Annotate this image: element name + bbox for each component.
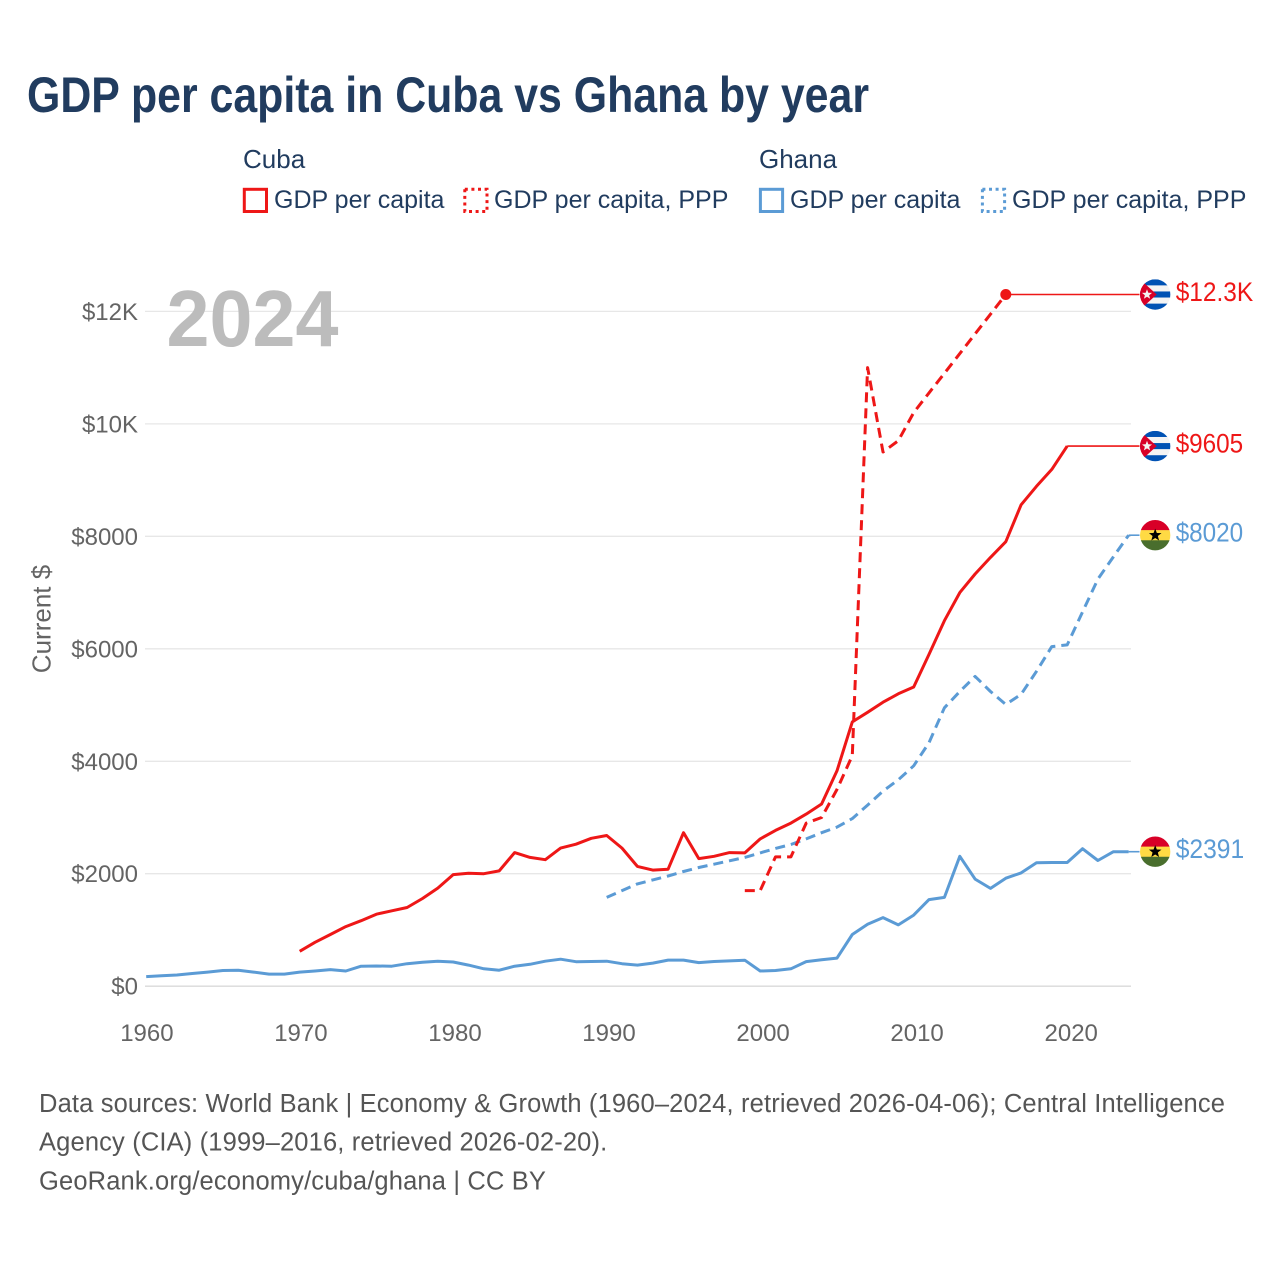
svg-text:$8020: $8020 — [1176, 518, 1244, 548]
svg-text:Cuba: Cuba — [243, 144, 306, 174]
svg-text:$6000: $6000 — [71, 636, 138, 663]
svg-text:2024: 2024 — [167, 274, 339, 363]
svg-text:1980: 1980 — [428, 1020, 481, 1047]
svg-text:$10K: $10K — [82, 411, 138, 438]
svg-text:1960: 1960 — [120, 1020, 173, 1047]
svg-text:$2000: $2000 — [71, 861, 138, 888]
svg-text:Ghana: Ghana — [759, 144, 838, 174]
svg-text:$2391: $2391 — [1176, 834, 1245, 864]
svg-text:GeoRank.org/economy/cuba/ghana: GeoRank.org/economy/cuba/ghana | CC BY — [39, 1168, 546, 1196]
svg-text:Current $: Current $ — [27, 564, 57, 673]
svg-text:Agency (CIA) (1999–2016, retri: Agency (CIA) (1999–2016, retrieved 2026-… — [39, 1129, 607, 1157]
svg-text:$9605: $9605 — [1176, 429, 1244, 459]
svg-text:$12.3K: $12.3K — [1176, 277, 1254, 307]
svg-text:$12K: $12K — [82, 299, 138, 326]
svg-text:1990: 1990 — [582, 1020, 635, 1047]
svg-text:2000: 2000 — [736, 1020, 789, 1047]
svg-text:2020: 2020 — [1045, 1020, 1098, 1047]
svg-text:GDP per capita in Cuba vs Ghan: GDP per capita in Cuba vs Ghana by year — [27, 67, 869, 123]
svg-text:$4000: $4000 — [71, 749, 138, 776]
svg-text:GDP per capita: GDP per capita — [790, 186, 961, 214]
svg-text:GDP per capita, PPP: GDP per capita, PPP — [1012, 186, 1246, 214]
svg-text:Data sources: World Bank | Eco: Data sources: World Bank | Economy & Gro… — [39, 1090, 1225, 1118]
svg-text:$0: $0 — [111, 974, 138, 1001]
svg-text:GDP per capita, PPP: GDP per capita, PPP — [494, 186, 728, 214]
svg-text:$8000: $8000 — [71, 524, 138, 551]
svg-text:1970: 1970 — [274, 1020, 327, 1047]
svg-text:2010: 2010 — [890, 1020, 943, 1047]
svg-text:GDP per capita: GDP per capita — [274, 186, 445, 214]
